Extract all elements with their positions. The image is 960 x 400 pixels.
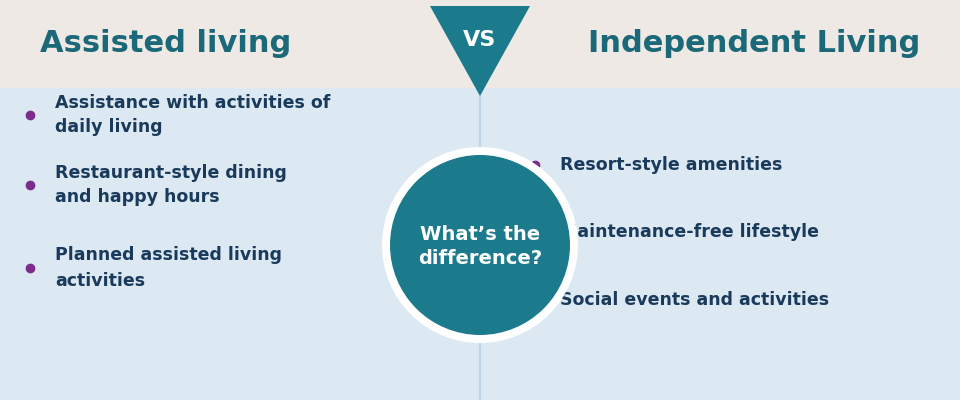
Text: Social events and activities: Social events and activities [560, 291, 829, 309]
Text: VS: VS [464, 30, 496, 50]
FancyBboxPatch shape [0, 0, 960, 88]
Polygon shape [430, 6, 530, 96]
Text: Independent Living: Independent Living [588, 30, 920, 58]
Text: Assistance with activities of
daily living: Assistance with activities of daily livi… [55, 94, 330, 136]
Text: What’s the: What’s the [420, 226, 540, 244]
Text: Resort-style amenities: Resort-style amenities [560, 156, 782, 174]
Circle shape [382, 147, 578, 343]
Text: Restaurant-style dining
and happy hours: Restaurant-style dining and happy hours [55, 164, 287, 206]
Text: difference?: difference? [418, 250, 542, 268]
Text: Planned assisted living
activities: Planned assisted living activities [55, 246, 282, 290]
FancyBboxPatch shape [0, 88, 960, 400]
Circle shape [390, 155, 570, 335]
Text: Assisted living: Assisted living [40, 30, 291, 58]
Text: Maintenance-free lifestyle: Maintenance-free lifestyle [560, 223, 819, 241]
